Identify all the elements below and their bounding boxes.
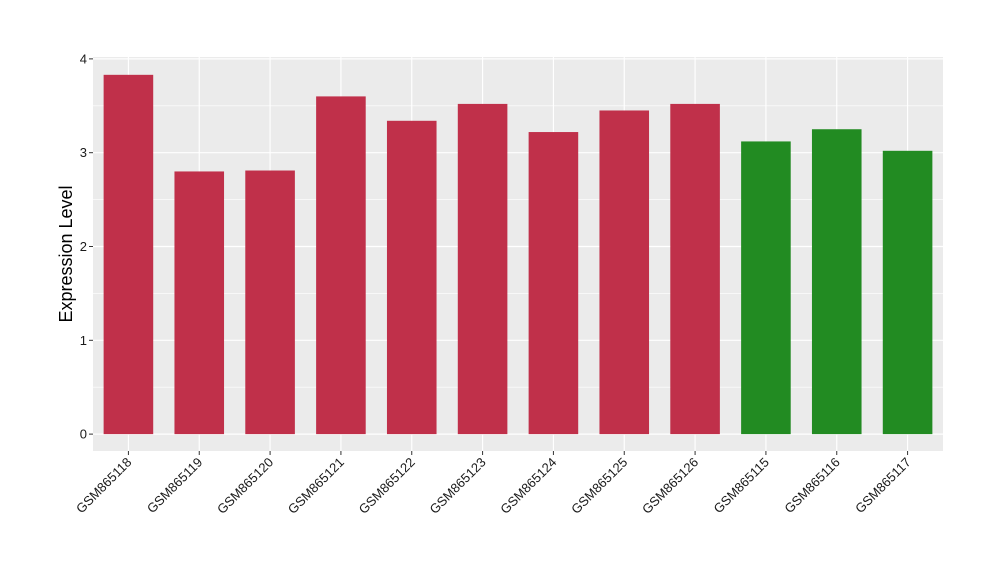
x-tick-label: GSM865123 xyxy=(426,455,488,517)
bar-GSM865115 xyxy=(741,141,791,435)
x-tick-label: GSM865115 xyxy=(710,455,772,517)
bar-GSM865121 xyxy=(316,96,366,435)
x-tick-label: GSM865117 xyxy=(852,455,914,517)
bar-GSM865118 xyxy=(103,74,154,435)
y-axis: 0 1 2 3 4 xyxy=(80,51,93,442)
minor-gridlines xyxy=(93,105,943,388)
x-tick-label: GSM865125 xyxy=(568,455,630,517)
bar-GSM865122 xyxy=(386,120,437,435)
bar-GSM865123 xyxy=(457,103,508,435)
y-tick-label: 3 xyxy=(80,145,87,160)
bar-GSM865124 xyxy=(528,132,579,435)
bar-GSM865116 xyxy=(811,129,862,435)
bar-GSM865125 xyxy=(599,110,650,435)
x-tick-label: GSM865120 xyxy=(214,455,276,517)
bar-GSM865117 xyxy=(882,150,933,435)
y-tick-label: 1 xyxy=(80,333,87,348)
bar-GSM865126 xyxy=(670,103,720,435)
x-tick-label: GSM865116 xyxy=(781,455,843,517)
y-tick-label: 4 xyxy=(80,51,87,66)
y-tick-label: 0 xyxy=(80,427,87,442)
bars xyxy=(103,74,933,435)
bar-GSM865119 xyxy=(174,171,225,435)
y-tick-label: 2 xyxy=(80,239,87,254)
x-tick-label: GSM865119 xyxy=(144,455,206,517)
x-tick-label: GSM865118 xyxy=(73,455,135,517)
x-tick-label: GSM865122 xyxy=(356,455,418,517)
x-tick-label: GSM865126 xyxy=(639,455,701,517)
plot-panel xyxy=(93,57,943,451)
bar-GSM865120 xyxy=(245,170,295,435)
x-tick-label: GSM865121 xyxy=(285,455,347,517)
x-axis: GSM865118 GSM865119 GSM865120 GSM865121 GSM8… xyxy=(73,451,914,517)
y-axis-title: Expression Level xyxy=(56,185,76,322)
x-tick-label: GSM865124 xyxy=(497,455,559,517)
